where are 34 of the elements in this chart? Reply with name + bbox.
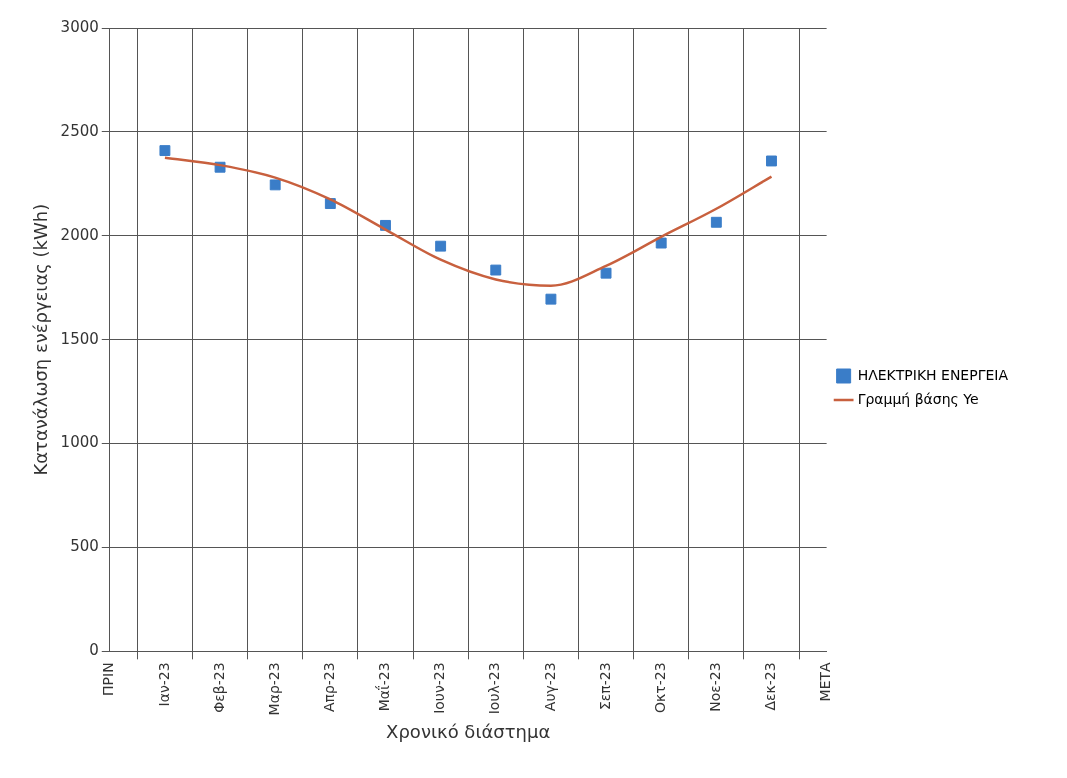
point bbox=[655, 237, 667, 249]
y-tick-label: 2500 bbox=[60, 121, 99, 140]
x-tick-label: Δεκ-23 bbox=[762, 662, 779, 711]
point bbox=[269, 179, 281, 191]
x-tick-label: ΠΡΙΝ bbox=[100, 662, 117, 696]
y-tick-label: 0 bbox=[89, 641, 99, 660]
point bbox=[545, 293, 557, 305]
x-tick-label: Ιαν-23 bbox=[155, 662, 172, 707]
y-tick-label: 1500 bbox=[60, 329, 99, 348]
legend-label: Γραμμή βάσης Ye bbox=[857, 390, 979, 407]
x-tick-label: Οκτ-23 bbox=[651, 662, 668, 713]
y-tick-label: 3000 bbox=[60, 17, 99, 36]
point bbox=[490, 264, 502, 276]
x-tick-label: Ιουν-23 bbox=[431, 662, 448, 714]
x-tick-label: Μαΐ-23 bbox=[375, 662, 393, 712]
point bbox=[710, 216, 722, 228]
y-tick-label: 1000 bbox=[60, 433, 99, 452]
x-tick-label: Νοε-23 bbox=[706, 662, 723, 712]
x-tick-label: Σεπ-23 bbox=[596, 662, 613, 711]
x-tick-label: Ιουλ-23 bbox=[486, 662, 503, 715]
point bbox=[435, 240, 447, 252]
y-tick-label: 2000 bbox=[60, 225, 99, 244]
point bbox=[600, 267, 612, 279]
legend-label: ΗΛΕΚΤΡΙΚΗ ΕΝΕΡΓΕΙΑ bbox=[857, 366, 1009, 383]
point bbox=[159, 145, 171, 157]
x-axis-title: Χρονικό διάστημα bbox=[386, 720, 551, 742]
y-tick-label: 500 bbox=[70, 537, 99, 556]
x-tick-label: Μαρ-23 bbox=[265, 662, 282, 716]
x-tick-label: Απρ-23 bbox=[320, 662, 337, 713]
point bbox=[766, 155, 777, 167]
x-tick-label: ΜΕΤΑ bbox=[817, 661, 834, 702]
x-tick-label: Φεβ-23 bbox=[210, 662, 227, 713]
x-tick-label: Αυγ-23 bbox=[541, 662, 558, 712]
y-axis-title: Κατανάλωση ενέργειας (kWh) bbox=[30, 203, 52, 476]
